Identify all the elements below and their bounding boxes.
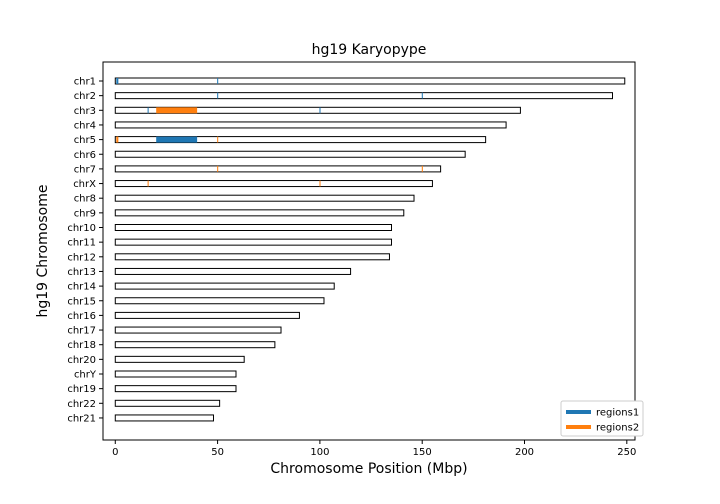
x-tick-label-150: 150 xyxy=(413,447,432,458)
y-tick-label-chr22: chr22 xyxy=(67,399,96,410)
x-tick-label-200: 200 xyxy=(515,447,534,458)
y-tick-label-chr21: chr21 xyxy=(67,413,96,424)
y-tick-label-chr1: chr1 xyxy=(74,77,96,88)
x-tick-label-0: 0 xyxy=(112,447,118,458)
y-tick-label-chr13: chr13 xyxy=(67,267,96,278)
y-tick-label-chr18: chr18 xyxy=(67,340,96,351)
chromosome-bar-chr14 xyxy=(114,282,335,290)
y-tick-label-chr7: chr7 xyxy=(74,164,96,175)
y-tick-label-chr8: chr8 xyxy=(74,194,96,205)
chromosome-bar-chr18 xyxy=(114,341,276,349)
y-tick-label-chr17: chr17 xyxy=(67,326,96,337)
chromosome-bar-chr8 xyxy=(114,194,415,202)
chromosome-bar-chrX xyxy=(114,180,433,188)
chromosome-bar-chr1 xyxy=(114,77,626,85)
region-regions1-chr2 xyxy=(421,92,423,99)
region-regions1-chr1 xyxy=(217,78,219,84)
x-tick-label-250: 250 xyxy=(617,447,636,458)
y-tick-label-chr20: chr20 xyxy=(67,355,96,366)
x-axis-label: Chromosome Position (Mbp) xyxy=(270,461,467,477)
region-regions1-chr5 xyxy=(156,136,198,143)
chromosome-bar-chr13 xyxy=(114,267,352,275)
y-tick-label-chr2: chr2 xyxy=(74,91,96,102)
chromosome-bar-chr6 xyxy=(114,150,466,158)
chromosome-bar-chr4 xyxy=(114,121,507,129)
chromosome-bar-chr21 xyxy=(114,414,214,422)
y-tick-label-chr5: chr5 xyxy=(74,135,96,146)
chromosome-bar-chr17 xyxy=(114,326,282,334)
chart-title: hg19 Karyopype xyxy=(312,42,427,58)
y-tick-label-chr15: chr15 xyxy=(67,296,96,307)
y-tick-label-chr14: chr14 xyxy=(67,282,96,293)
region-regions2-chr7 xyxy=(217,165,219,172)
chromosome-bar-chr19 xyxy=(114,385,237,393)
chromosome-bar-chr7 xyxy=(114,165,442,173)
chromosome-bar-chr5 xyxy=(114,136,487,144)
chromosome-bar-chr3 xyxy=(114,106,521,114)
y-tick-label-chr12: chr12 xyxy=(67,252,96,263)
chromosome-bar-chr2 xyxy=(114,92,613,100)
region-regions2-chr5 xyxy=(217,136,219,143)
chromosome-bar-chr9 xyxy=(114,209,405,217)
chromosome-bar-chr12 xyxy=(114,253,390,261)
region-regions2-chr7 xyxy=(421,165,423,172)
region-regions1-chr1 xyxy=(116,78,119,84)
region-regions2-chrX xyxy=(319,180,321,187)
chromosome-bar-chr10 xyxy=(114,224,393,231)
x-tick-label-100: 100 xyxy=(310,447,329,458)
y-axis-label: hg19 Chromosome xyxy=(35,185,51,318)
y-tick-label-chr6: chr6 xyxy=(74,150,96,161)
legend-label-regions1: regions1 xyxy=(596,408,639,419)
region-regions2-chr3 xyxy=(156,107,198,114)
region-regions2-chrX xyxy=(147,180,149,187)
y-tick-label-chr9: chr9 xyxy=(74,208,96,219)
y-tick-label-chr4: chr4 xyxy=(74,120,96,131)
chromosome-bar-chrY xyxy=(114,370,237,378)
chromosome-bar-chr15 xyxy=(114,297,325,305)
y-tick-label-chr16: chr16 xyxy=(67,311,96,322)
region-regions1-chr2 xyxy=(217,92,219,99)
y-tick-label-chrX: chrX xyxy=(73,179,96,190)
chromosome-bar-chr11 xyxy=(114,238,393,246)
legend: regions1 regions2 xyxy=(560,400,644,437)
region-regions1-chr3 xyxy=(319,107,321,114)
y-tick-label-chrY: chrY xyxy=(74,370,97,381)
y-tick-label-chr10: chr10 xyxy=(67,223,96,234)
x-tick-label-50: 50 xyxy=(211,447,224,458)
y-axis: chr1 chr2 chr3 chr4 chr5 chr6 chr7 chrX chr8 chr9… xyxy=(67,77,103,424)
y-tick-label-chr11: chr11 xyxy=(67,238,96,249)
chromosome-bar-chr20 xyxy=(114,355,245,363)
plot-area xyxy=(114,77,626,422)
legend-label-regions2: regions2 xyxy=(596,423,639,434)
chromosome-bar-chr22 xyxy=(114,399,221,407)
region-regions2-chr5 xyxy=(116,136,119,143)
y-tick-label-chr19: chr19 xyxy=(67,384,96,395)
region-regions1-chr3 xyxy=(147,107,149,114)
chromosome-bar-chr16 xyxy=(114,311,300,319)
plot-frame xyxy=(102,61,636,441)
x-axis: 0 50 100 150 200 250 xyxy=(112,440,636,458)
y-tick-label-chr3: chr3 xyxy=(74,106,96,117)
